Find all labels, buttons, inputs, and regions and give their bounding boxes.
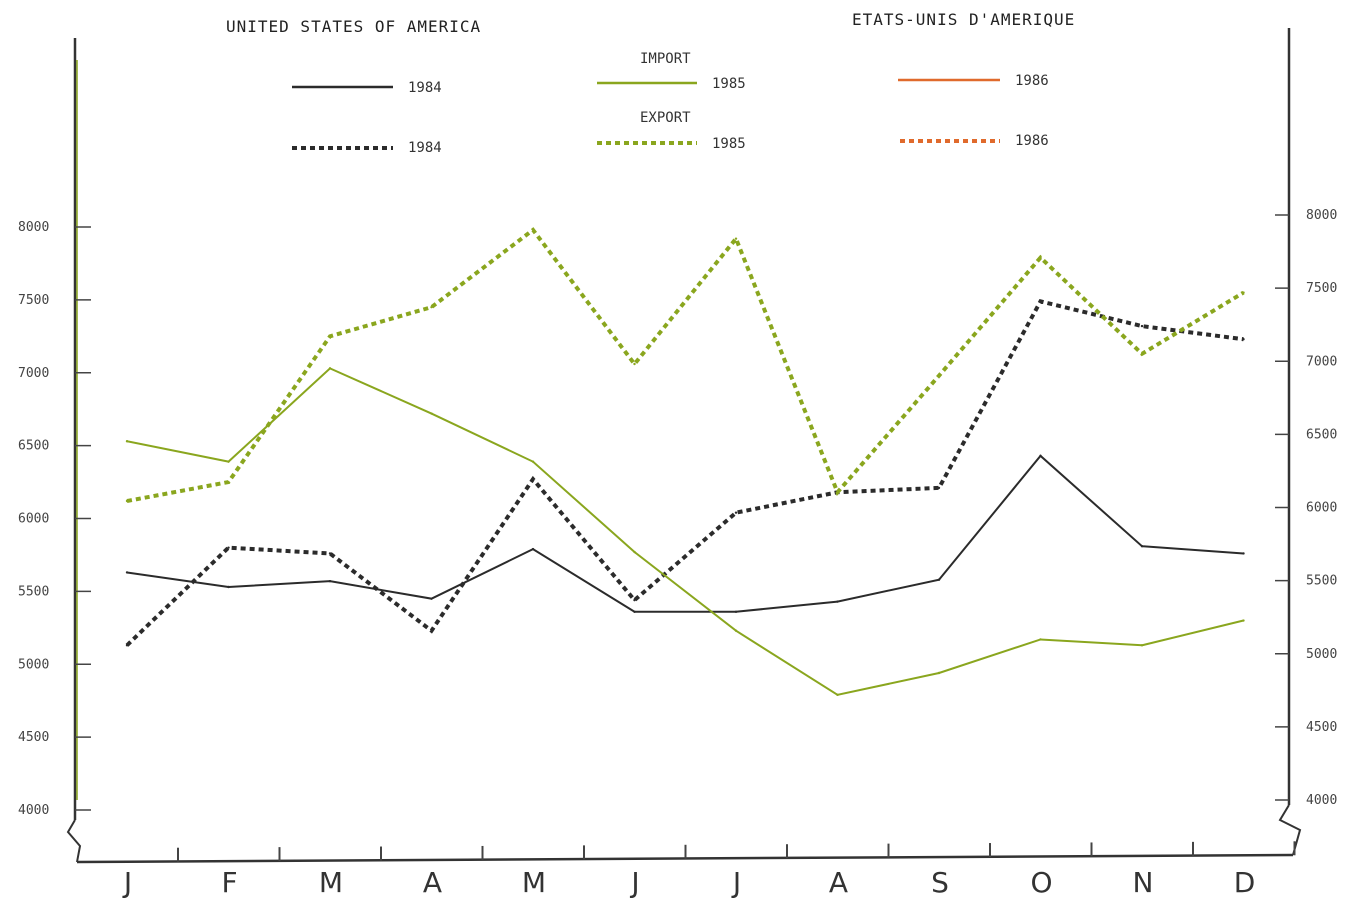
right-y-tick-label: 5500 xyxy=(1306,574,1337,589)
x-tick-label: A xyxy=(829,866,848,899)
x-tick-label: O xyxy=(1030,866,1052,899)
data-point-import-1985-O xyxy=(1039,638,1042,641)
data-point-export-1985-A xyxy=(430,305,433,309)
left-y-tick-label: 4500 xyxy=(18,730,49,745)
left-y-tick-label: 7000 xyxy=(18,366,49,381)
data-point-export-1984-M xyxy=(328,552,332,555)
data-point-import-1985-J xyxy=(633,550,636,554)
right-y-tick-label: 4000 xyxy=(1306,793,1337,808)
data-point-export-1984-D xyxy=(1242,338,1245,341)
data-point-import-1984-A xyxy=(836,600,839,603)
data-point-export-1984-J xyxy=(125,644,129,647)
data-point-import-1984-S xyxy=(937,578,941,581)
left-y-tick-label: 7500 xyxy=(18,293,49,308)
x-tick-label: J xyxy=(122,866,132,899)
legend-import-label: IMPORT xyxy=(640,51,691,67)
series-export-1985 xyxy=(126,227,1245,503)
series-import-1984 xyxy=(126,454,1244,613)
legend: IMPORT EXPORT 1984 1985 1986 1984 1985 1… xyxy=(292,51,1049,156)
data-point-import-1984-F xyxy=(227,585,230,589)
x-tick-label: S xyxy=(931,866,949,899)
x-tick-label: M xyxy=(522,866,546,899)
data-point-import-1985-F xyxy=(227,460,230,463)
data-point-import-1985-A xyxy=(836,693,839,697)
data-point-import-1984-M xyxy=(328,579,332,583)
right-y-tick-label: 6500 xyxy=(1306,427,1337,442)
data-point-import-1984-J xyxy=(734,610,738,613)
left-y-tick-label: 4000 xyxy=(18,803,49,818)
data-point-import-1985-J xyxy=(125,440,129,443)
x-tick-label: F xyxy=(221,866,237,899)
data-point-export-1985-S xyxy=(937,374,941,377)
legend-entry-import-1984: 1984 xyxy=(408,80,442,96)
right-y-tick-label: 6000 xyxy=(1306,501,1337,516)
data-point-import-1984-J xyxy=(633,610,636,613)
left-y-tick-label: 6500 xyxy=(18,439,49,454)
data-point-import-1985-J xyxy=(734,629,738,632)
data-point-import-1985-S xyxy=(937,671,941,675)
left-y-tick-label: 5000 xyxy=(18,657,49,672)
right-y-tick-label: 8000 xyxy=(1306,208,1337,223)
data-point-import-1985-A xyxy=(430,412,433,415)
data-point-export-1985-M xyxy=(328,335,332,338)
data-point-import-1985-M xyxy=(531,460,535,463)
legend-entry-import-1986: 1986 xyxy=(1015,73,1049,89)
chart-title-right: ETATS-UNIS D'AMERIQUE xyxy=(852,10,1075,29)
data-point-export-1985-O xyxy=(1039,256,1042,259)
data-point-export-1985-A xyxy=(836,491,839,494)
data-point-export-1984-J xyxy=(633,598,636,602)
data-point-import-1984-O xyxy=(1039,454,1042,458)
data-point-export-1985-J xyxy=(734,237,738,240)
data-point-export-1984-M xyxy=(531,477,535,481)
data-point-import-1984-M xyxy=(531,547,535,551)
data-point-export-1985-N xyxy=(1140,352,1144,356)
data-point-import-1985-N xyxy=(1140,644,1144,647)
chart-title-left: UNITED STATES OF AMERICA xyxy=(226,17,481,36)
series-layer xyxy=(125,227,1245,697)
data-point-export-1984-N xyxy=(1140,324,1144,328)
series-import-1985 xyxy=(126,367,1244,696)
legend-entry-export-1985: 1985 xyxy=(712,136,746,152)
x-tick-label: N xyxy=(1133,866,1154,899)
data-point-export-1985-J xyxy=(633,362,636,366)
data-point-export-1984-A xyxy=(430,629,433,632)
x-tick-label: D xyxy=(1234,866,1256,899)
data-point-import-1984-A xyxy=(430,597,433,600)
x-tick-label: M xyxy=(319,866,343,899)
data-point-export-1985-M xyxy=(531,228,535,232)
right-y-tick-label: 4500 xyxy=(1306,720,1337,735)
left-y-tick-label: 5500 xyxy=(18,584,49,599)
series-export-1984 xyxy=(125,299,1244,647)
x-tick-label: A xyxy=(423,866,442,899)
data-point-export-1985-F xyxy=(227,480,230,484)
legend-entry-export-1986: 1986 xyxy=(1015,133,1049,149)
left-axis-break xyxy=(66,819,82,863)
right-y-tick-label: 7500 xyxy=(1306,281,1337,296)
right-y-tick-label: 5000 xyxy=(1306,647,1337,662)
data-point-export-1985-D xyxy=(1242,291,1245,294)
data-point-import-1984-N xyxy=(1140,544,1144,548)
data-point-import-1985-D xyxy=(1242,619,1245,622)
legend-export-label: EXPORT xyxy=(640,110,691,126)
data-point-export-1984-F xyxy=(227,546,230,549)
data-point-export-1984-J xyxy=(734,511,738,514)
data-point-import-1984-D xyxy=(1242,552,1245,555)
right-axis-break xyxy=(1278,804,1302,856)
data-point-import-1985-M xyxy=(328,367,332,370)
data-point-export-1984-O xyxy=(1039,300,1042,303)
legend-entry-import-1985: 1985 xyxy=(712,76,746,92)
x-tick-label: J xyxy=(731,866,741,899)
data-point-export-1984-S xyxy=(937,486,941,490)
left-y-tick-group: 8000 7500 7000 6500 6000 5500 5000 4500 4000 xyxy=(18,220,91,818)
data-point-import-1984-J xyxy=(125,571,129,574)
legend-entry-export-1984: 1984 xyxy=(408,140,442,156)
x-tick-label: J xyxy=(629,866,639,899)
right-y-tick-label: 7000 xyxy=(1306,354,1337,369)
data-point-export-1985-J xyxy=(125,499,129,503)
left-y-tick-label: 6000 xyxy=(18,512,49,527)
left-y-tick-label: 8000 xyxy=(18,220,49,235)
right-y-tick-group: 8000 7500 7000 6500 6000 5500 5000 4500 4000 xyxy=(1275,208,1337,808)
